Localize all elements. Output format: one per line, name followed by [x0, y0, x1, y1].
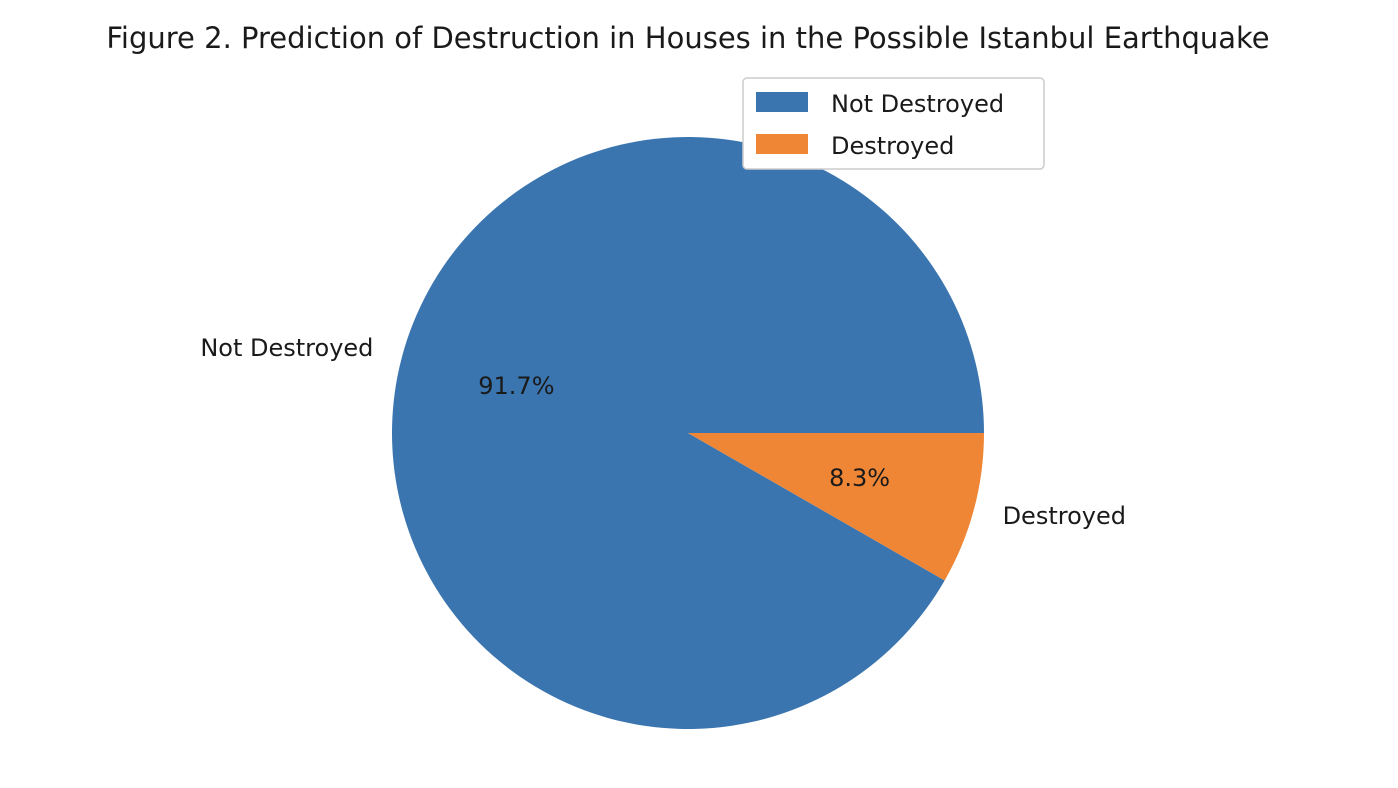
- value-label-destroyed: 8.3%: [829, 464, 890, 492]
- legend-label-destroyed: Destroyed: [831, 132, 954, 160]
- value-labels: 91.7% 8.3%: [478, 372, 890, 492]
- legend-swatch-destroyed: [756, 134, 808, 154]
- legend: Not Destroyed Destroyed: [742, 77, 1045, 170]
- slice-labels: Not Destroyed Destroyed: [200, 334, 1126, 530]
- pie-slice-not-destroyed: [391, 137, 984, 730]
- pie-slices: [391, 137, 984, 730]
- legend-frame: [742, 77, 1045, 170]
- slice-label-destroyed: Destroyed: [1003, 502, 1126, 530]
- chart-title: Figure 2. Prediction of Destruction in H…: [106, 21, 1269, 55]
- value-label-not-destroyed: 91.7%: [478, 372, 554, 400]
- legend-swatch-not-destroyed: [756, 92, 808, 112]
- slice-label-not-destroyed: Not Destroyed: [200, 334, 373, 362]
- pie-slice-destroyed: [688, 433, 984, 581]
- legend-label-not-destroyed: Not Destroyed: [831, 90, 1004, 118]
